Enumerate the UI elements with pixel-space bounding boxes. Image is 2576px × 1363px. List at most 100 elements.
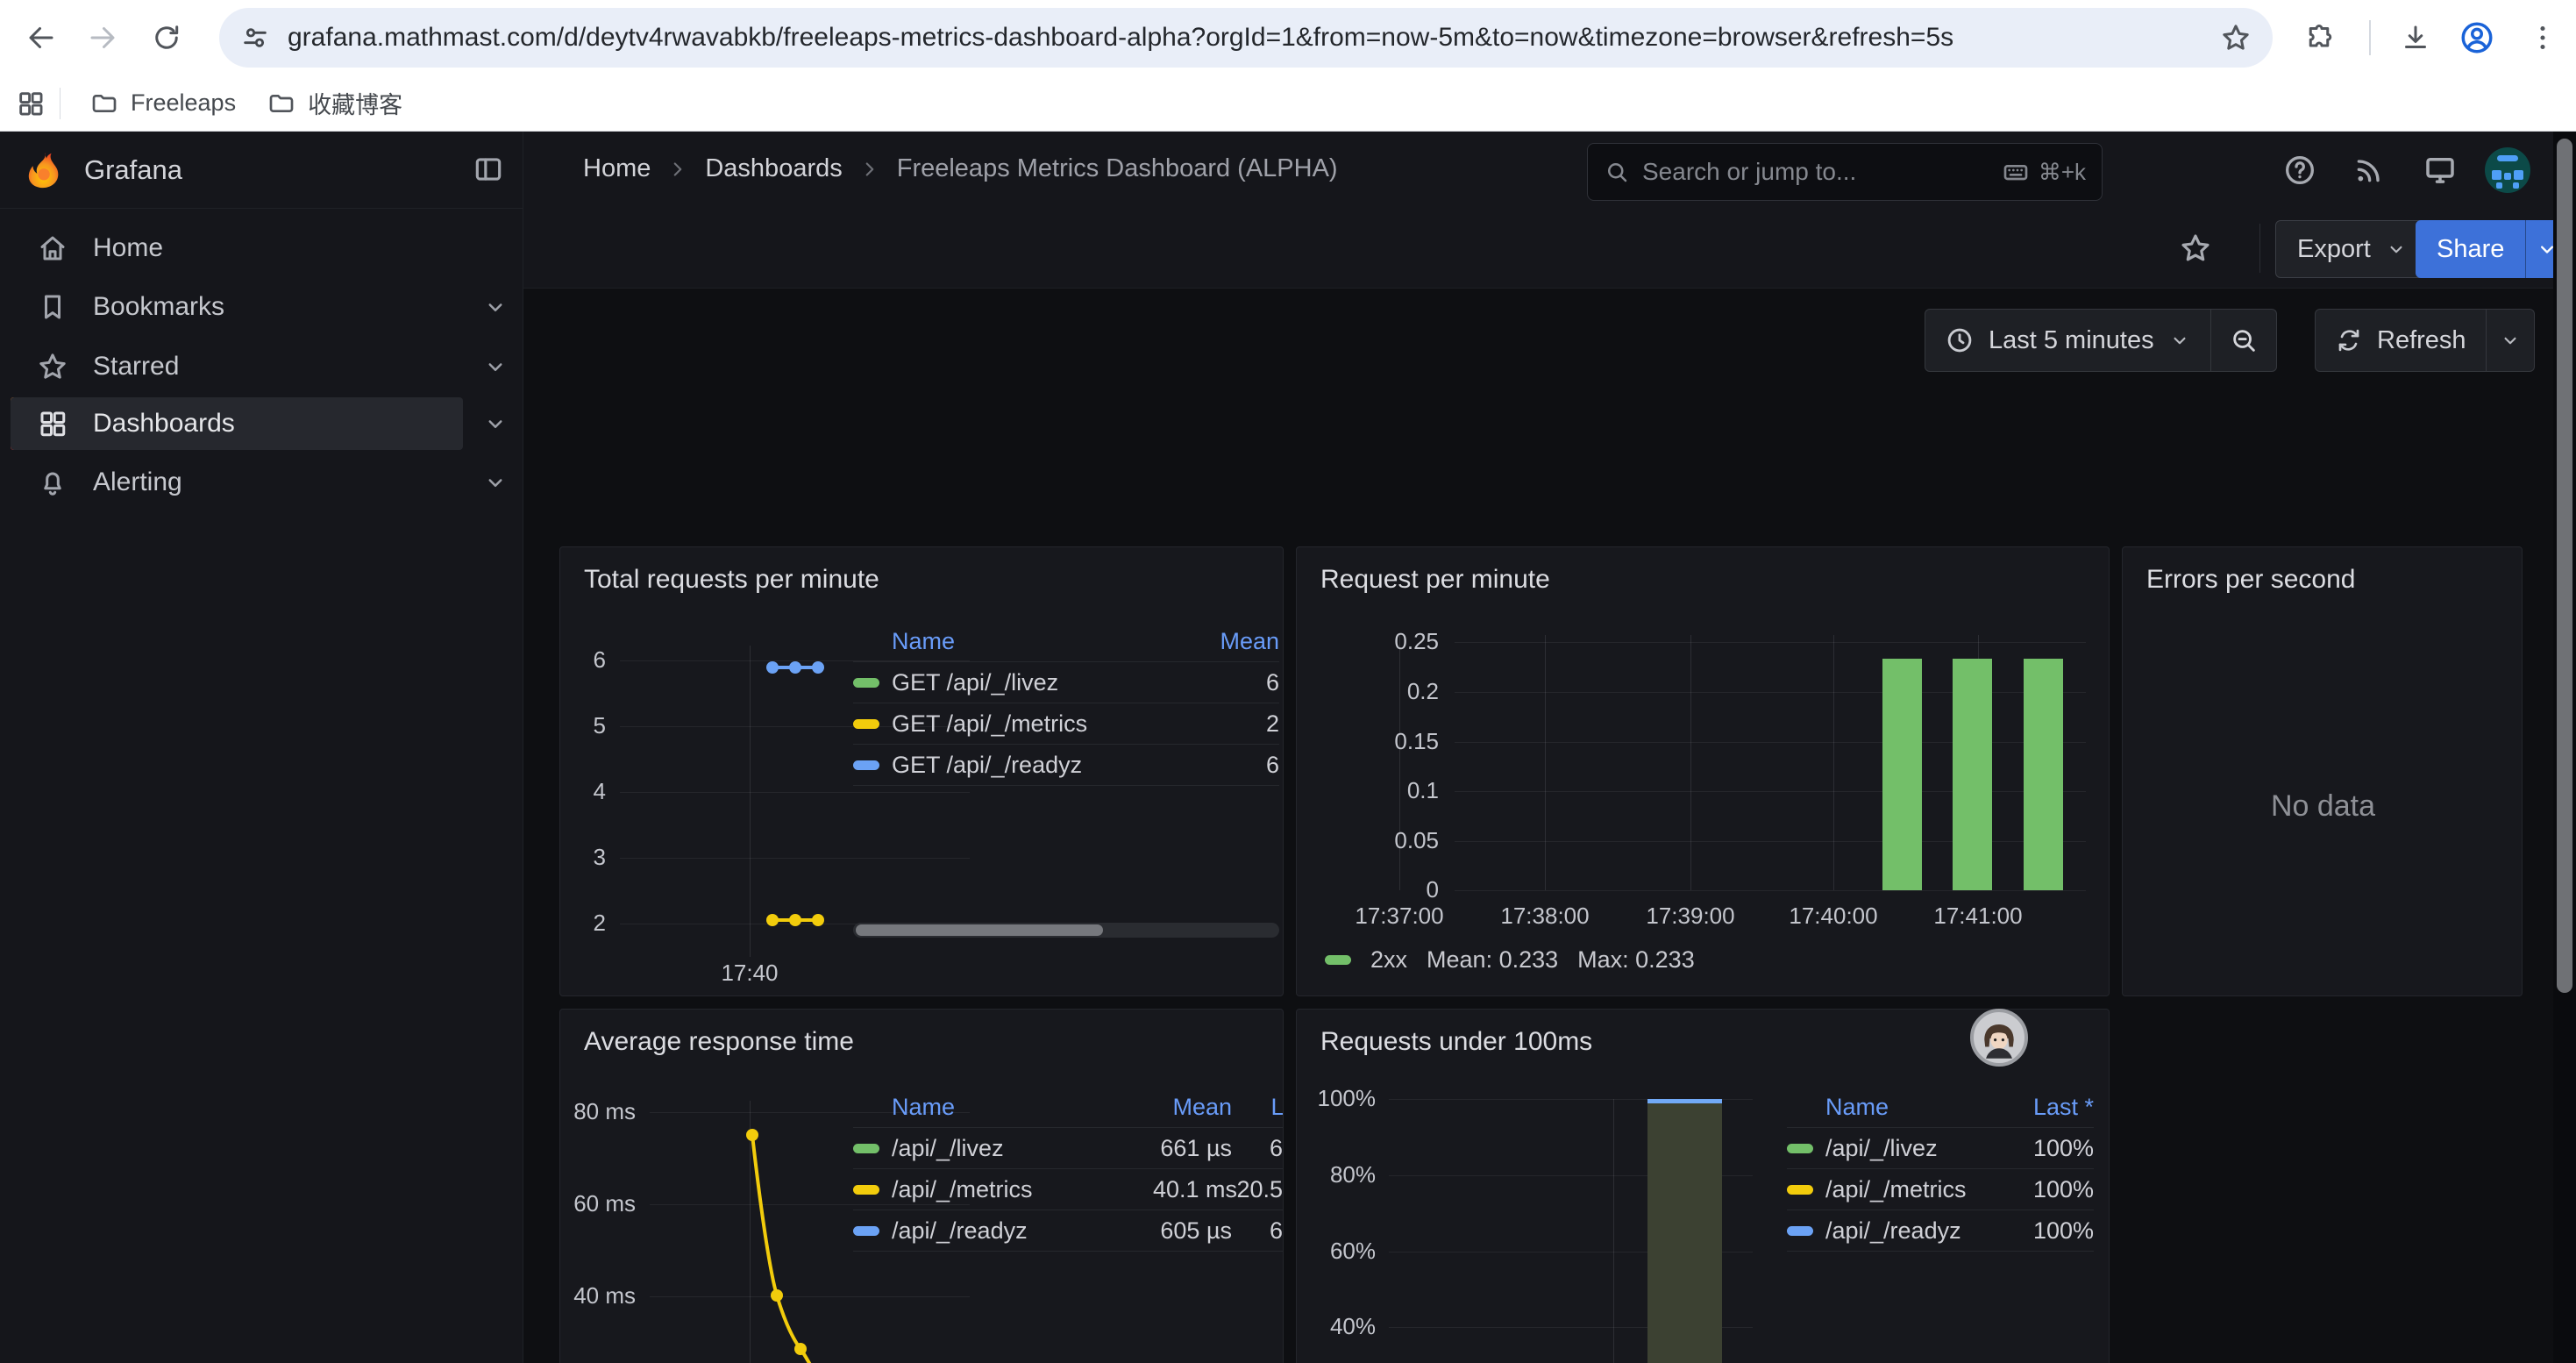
legend-scrollbar[interactable] — [853, 923, 1279, 938]
help-icon[interactable] — [2275, 146, 2324, 195]
legend-row[interactable]: GET /api/_/readyz 6 — [853, 745, 1279, 786]
x-tick: 17:41:00 — [1908, 903, 2048, 930]
downloads-icon[interactable] — [2391, 13, 2440, 62]
series-last: 100% — [2015, 1217, 2094, 1245]
y-tick: 100% — [1297, 1085, 1376, 1112]
series-name: /api/_/readyz — [892, 1217, 1153, 1245]
refresh-label: Refresh — [2377, 326, 2466, 355]
sidebar-item-dashboards[interactable]: Dashboards — [11, 397, 463, 450]
legend-row[interactable]: /api/_/livez 661 µs 646 — [853, 1128, 1284, 1169]
bar-2xx[interactable] — [1882, 659, 1922, 890]
chevron-down-icon — [2499, 329, 2522, 352]
series-max: Max: 0.233 — [1577, 946, 1695, 974]
y-tick: 60% — [1297, 1238, 1376, 1265]
news-rss-icon[interactable] — [2345, 146, 2394, 195]
back-icon[interactable] — [17, 13, 66, 62]
address-bar[interactable]: grafana.mathmast.com/d/deytv4rwavabkb/fr… — [219, 8, 2273, 68]
legend-2xx[interactable]: 2xx Mean: 0.233 Max: 0.233 — [1325, 946, 1695, 974]
vertical-scrollbar-thumb[interactable] — [2557, 139, 2572, 993]
zoom-out-button[interactable] — [2211, 309, 2277, 372]
series-swatch-yellow — [853, 1185, 879, 1195]
series-last: 646 — [1232, 1135, 1284, 1162]
series-swatch-blue — [1787, 1226, 1813, 1236]
sidebar-item-bookmarks[interactable]: Bookmarks — [11, 281, 463, 333]
time-range-label: Last 5 minutes — [1989, 326, 2154, 355]
panel-title: Errors per second — [2146, 565, 2355, 595]
chevron-down-icon[interactable] — [478, 465, 513, 500]
area-under-100ms[interactable] — [1647, 1103, 1722, 1363]
chevron-down-icon[interactable] — [478, 349, 513, 384]
legend-row[interactable]: /api/_/metrics 40.1 ms 20.5 m — [853, 1169, 1284, 1210]
legend-scrollbar-thumb[interactable] — [856, 924, 1103, 936]
legend-row[interactable]: /api/_/livez 100% — [1787, 1128, 2094, 1169]
site-settings-icon[interactable] — [240, 23, 270, 53]
sidebar-item-alerting[interactable]: Alerting — [11, 456, 463, 509]
no-data-message: No data — [2123, 789, 2523, 824]
legend-row[interactable]: GET /api/_/metrics 2 — [853, 703, 1279, 745]
bookmarks-bar: Freeleaps 收藏博客 — [0, 75, 2576, 132]
chevron-down-icon[interactable] — [478, 289, 513, 325]
sidebar-item-home[interactable]: Home — [11, 222, 463, 275]
legend-header-name[interactable]: Name — [892, 628, 1200, 655]
series-mean: 605 µs — [1153, 1217, 1232, 1245]
x-tick: 17:37:00 — [1329, 903, 1469, 930]
bar-2xx[interactable] — [1953, 659, 1992, 890]
folder-icon — [267, 89, 295, 118]
export-button[interactable]: Export — [2275, 220, 2430, 278]
share-button[interactable]: Share — [2416, 220, 2525, 278]
folder-icon — [90, 89, 118, 118]
bookmark-folder-freeleaps[interactable]: Freeleaps — [75, 81, 252, 126]
forward-icon[interactable] — [78, 13, 127, 62]
breadcrumb-dashboards[interactable]: Dashboards — [705, 154, 842, 183]
breadcrumb-home[interactable]: Home — [583, 154, 651, 183]
series-mean: Mean: 0.233 — [1427, 946, 1558, 974]
sidebar-toggle-icon[interactable] — [472, 153, 505, 186]
refresh-group: Refresh — [2315, 309, 2535, 372]
legend-row[interactable]: /api/_/metrics 100% — [1787, 1169, 2094, 1210]
refresh-button[interactable]: Refresh — [2315, 309, 2487, 372]
grafana-header: Home Dashboards Freeleaps Metrics Dashbo… — [523, 132, 2576, 289]
kiosk-monitor-icon[interactable] — [2416, 146, 2465, 195]
legend-row[interactable]: GET /api/_/livez 6 — [853, 662, 1279, 703]
series-name: /api/_/metrics — [892, 1176, 1153, 1203]
legend-header-mean[interactable]: Mean — [1200, 628, 1279, 655]
profile-icon[interactable] — [2452, 13, 2501, 62]
bar-2xx[interactable] — [2024, 659, 2063, 890]
browser-menu-icon[interactable] — [2518, 13, 2567, 62]
vertical-scrollbar[interactable] — [2553, 132, 2576, 1363]
search-input[interactable]: Search or jump to... ⌘+k — [1587, 143, 2103, 201]
sidebar-item-starred[interactable]: Starred — [11, 340, 463, 393]
extensions-icon[interactable] — [2295, 13, 2344, 62]
legend-header-row: Name Mean Las — [853, 1087, 1284, 1128]
grafana-logo[interactable] — [25, 150, 65, 190]
y-tick: 0.1 — [1349, 777, 1439, 804]
apps-grid-icon[interactable] — [16, 89, 46, 118]
legend-header-last[interactable]: Las — [1232, 1094, 1284, 1121]
user-avatar[interactable] — [2485, 147, 2530, 193]
series-mean: 6 — [1200, 752, 1279, 779]
legend-header-mean[interactable]: Mean — [1153, 1094, 1232, 1121]
time-range-button[interactable]: Last 5 minutes — [1925, 309, 2211, 372]
legend-header-name[interactable]: Name — [892, 1094, 1153, 1121]
y-tick: 40% — [1297, 1313, 1376, 1340]
sidebar-item-label: Bookmarks — [93, 292, 224, 322]
chevron-down-icon[interactable] — [478, 406, 513, 441]
refresh-interval-button[interactable] — [2487, 309, 2535, 372]
bookmark-star-icon[interactable] — [2220, 22, 2252, 54]
series-swatch-green — [1787, 1144, 1813, 1153]
legend-row[interactable]: /api/_/readyz 100% — [1787, 1210, 2094, 1252]
series-last: 20.5 m — [1232, 1176, 1284, 1203]
bookmark-folder-blogs[interactable]: 收藏博客 — [252, 81, 418, 126]
legend-row[interactable]: /api/_/readyz 605 µs 620 — [853, 1210, 1284, 1252]
dashboards-icon — [37, 408, 68, 439]
legend-header-name[interactable]: Name — [1825, 1094, 2015, 1121]
legend-header-last[interactable]: Last * — [2015, 1094, 2094, 1121]
x-tick: 17:40:00 — [1763, 903, 1904, 930]
zoom-out-icon — [2229, 325, 2259, 355]
export-label: Export — [2297, 235, 2371, 264]
reload-icon[interactable] — [142, 13, 191, 62]
floating-avatar[interactable] — [1970, 1009, 2028, 1067]
url-text[interactable]: grafana.mathmast.com/d/deytv4rwavabkb/fr… — [288, 23, 2220, 53]
bell-icon — [37, 467, 68, 498]
favorite-star-icon[interactable] — [2171, 224, 2220, 273]
